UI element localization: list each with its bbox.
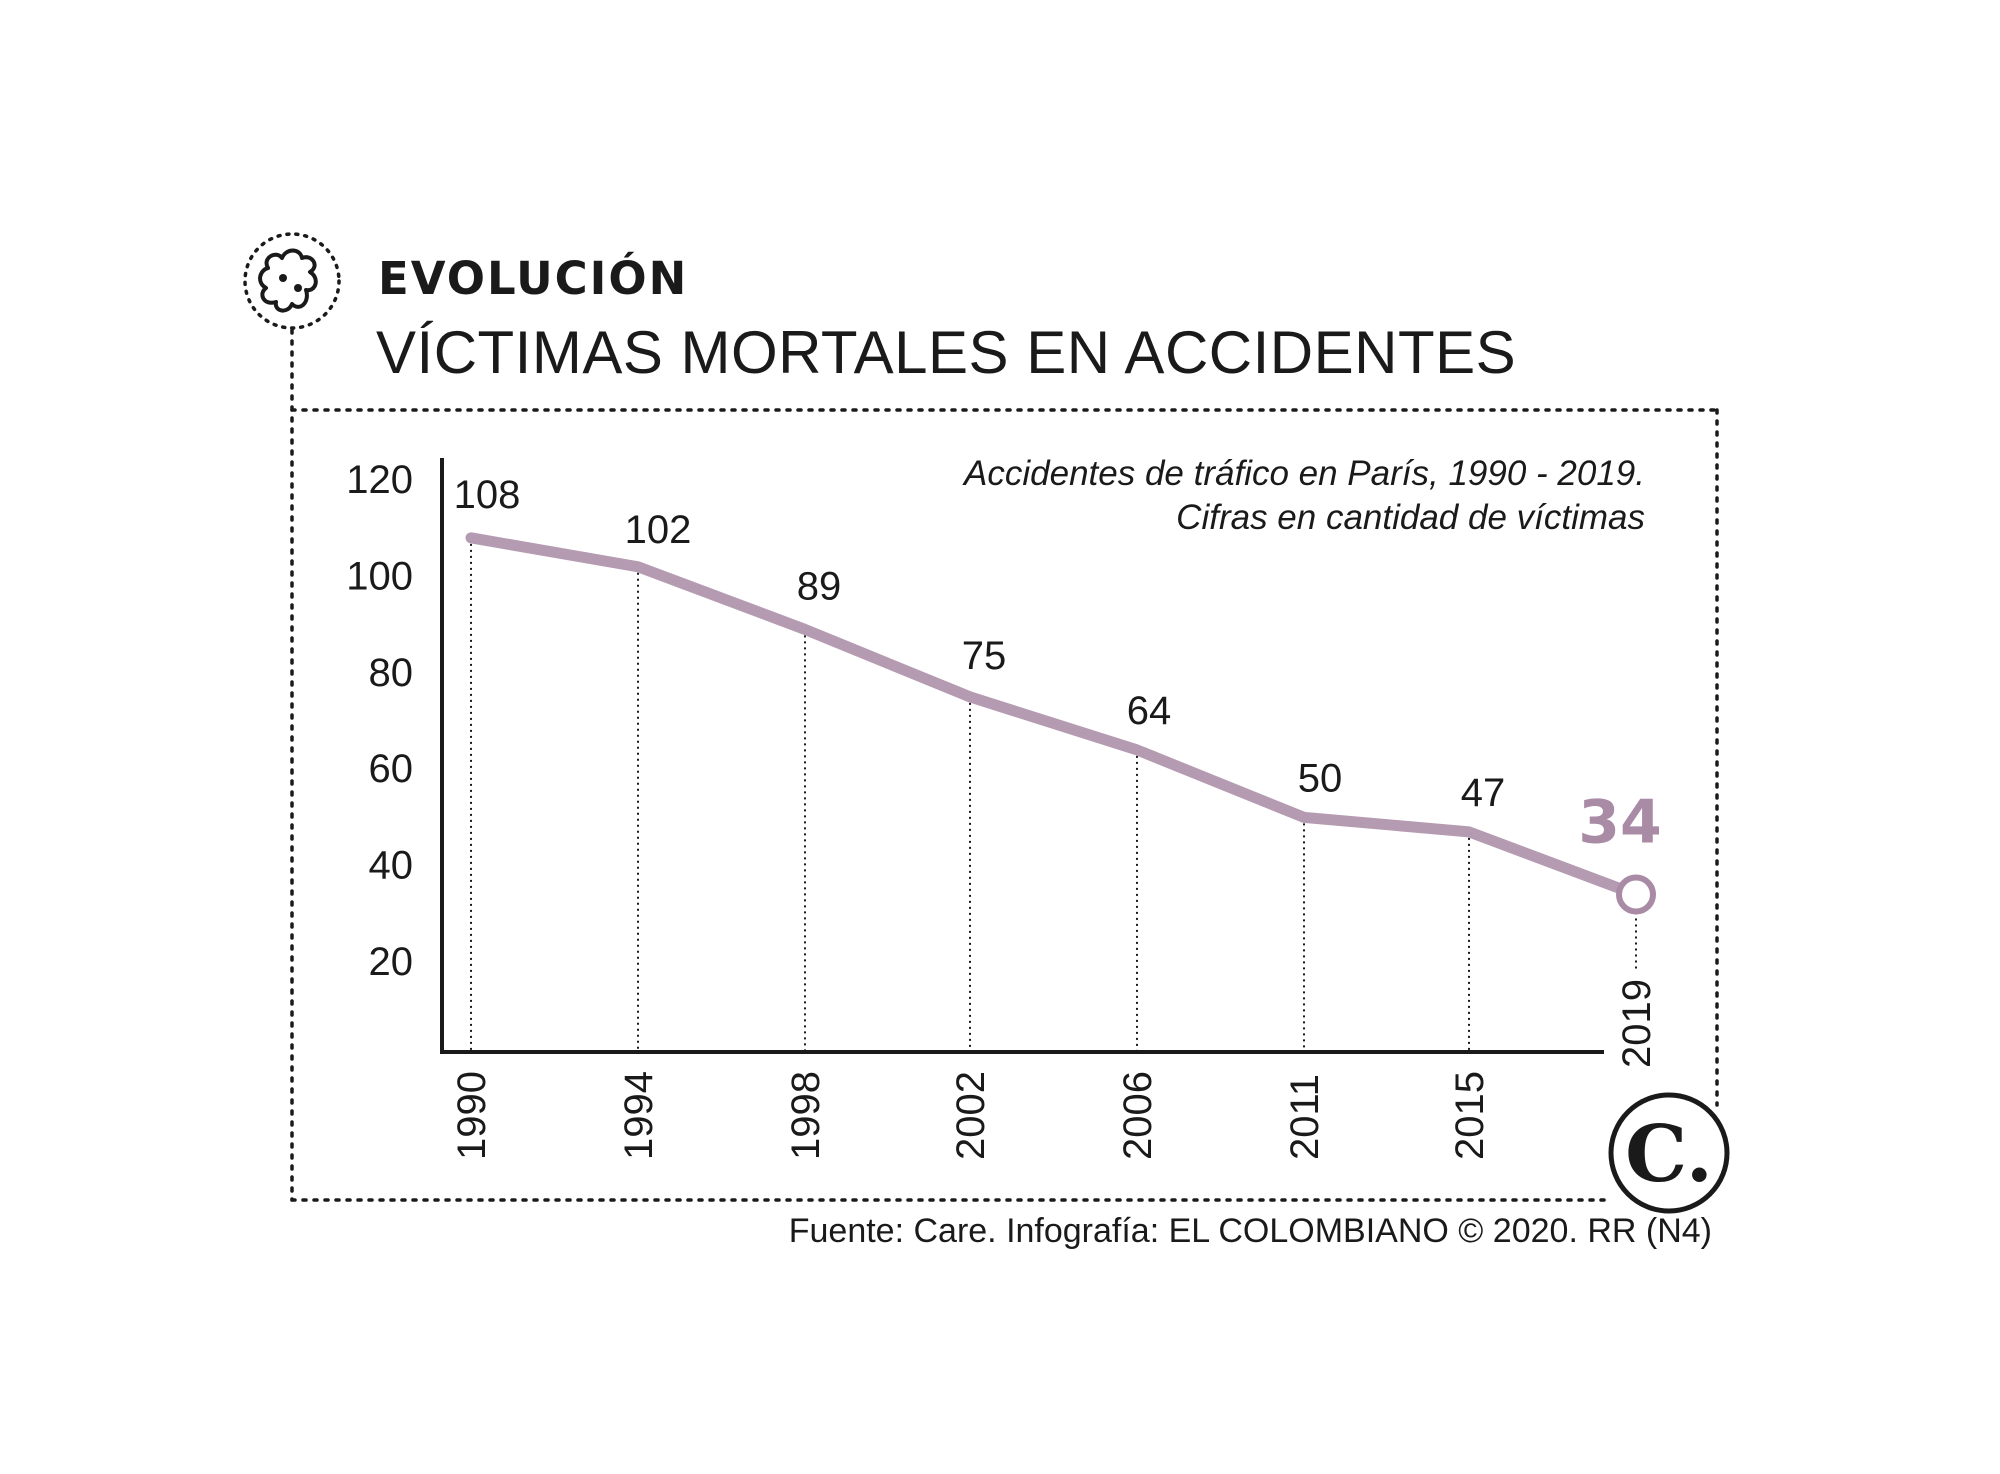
chart-subtitle: Accidentes de tráfico en París, 1990 - 2… <box>964 452 1645 540</box>
y-tick-label: 40 <box>369 844 414 888</box>
data-label: 75 <box>962 634 1007 678</box>
data-label: 64 <box>1127 689 1172 733</box>
axes <box>440 458 1604 1054</box>
y-tick-label: 100 <box>346 554 413 598</box>
x-tick-label: 2015 <box>1448 1071 1492 1160</box>
x-tick-label: 1998 <box>784 1071 828 1160</box>
data-label: 108 <box>454 473 521 517</box>
y-tick-label: 80 <box>369 651 414 695</box>
x-tick-label: 1994 <box>617 1071 661 1160</box>
kicker: EVOLUCIÓN <box>378 252 689 305</box>
bacteria-icon <box>243 232 341 330</box>
y-tick-label: 20 <box>369 940 414 984</box>
data-label: 47 <box>1461 771 1506 815</box>
x-tick-label: 1990 <box>450 1071 494 1160</box>
last-point-marker <box>1616 874 1656 915</box>
x-tick-label: 2002 <box>949 1071 993 1160</box>
data-label: 50 <box>1298 756 1343 800</box>
x-tick-label: 2006 <box>1116 1071 1160 1160</box>
data-label-highlight: 34 <box>1578 788 1662 858</box>
series-line-path <box>465 532 1642 901</box>
y-tick-label: 60 <box>369 747 414 791</box>
x-tick-label: 2011 <box>1283 1074 1327 1160</box>
y-axis-ticks: 120 100 80 60 40 20 <box>346 458 413 984</box>
dotted-frame <box>290 328 1719 1202</box>
svg-text:C.: C. <box>1625 1109 1713 1200</box>
subtitle-line-2: Cifras en cantidad de víctimas <box>1176 498 1645 537</box>
data-labels: 108 102 89 75 64 50 47 34 <box>454 473 1662 858</box>
y-tick-label: 120 <box>346 458 413 502</box>
x-axis-ticks: 1990 1994 1998 2002 2006 2011 2015 2019 <box>450 979 1659 1160</box>
subtitle-line-1: Accidentes de tráfico en París, 1990 - 2… <box>964 454 1645 493</box>
x-tick-label: 2019 <box>1615 979 1659 1068</box>
series-line <box>465 532 1656 915</box>
brand-logo: C. <box>1608 1092 1730 1214</box>
data-label: 89 <box>797 564 842 608</box>
source-credit: Fuente: Care. Infografía: EL COLOMBIANO … <box>788 1212 1712 1250</box>
data-label: 102 <box>625 508 692 552</box>
chart-title: VÍCTIMAS MORTALES EN ACCIDENTES <box>376 319 1517 386</box>
